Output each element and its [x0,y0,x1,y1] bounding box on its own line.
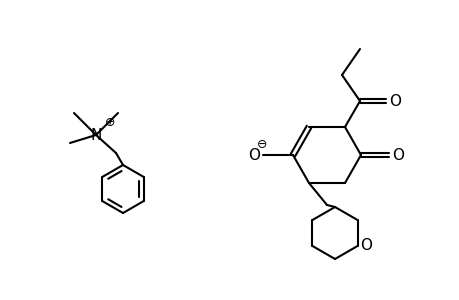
Text: O: O [391,148,403,163]
Text: ⊕: ⊕ [105,116,115,128]
Text: N: N [90,128,101,142]
Text: ⊖: ⊖ [256,139,267,152]
Text: O: O [388,94,400,109]
Text: O: O [360,238,372,253]
Text: O: O [247,148,259,163]
